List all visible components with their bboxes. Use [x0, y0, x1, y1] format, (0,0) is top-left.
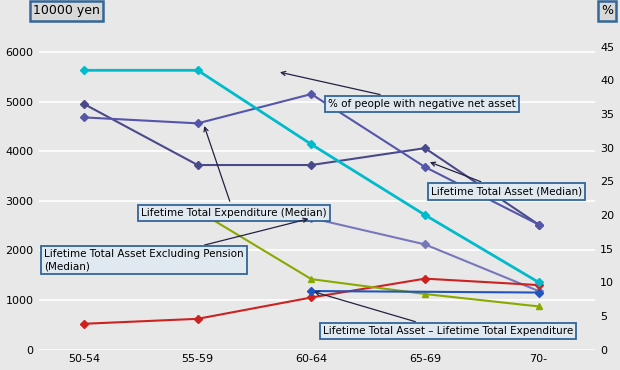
- Text: Lifetime Total Asset (Median): Lifetime Total Asset (Median): [431, 162, 582, 196]
- Text: % of people with negative net asset: % of people with negative net asset: [281, 71, 516, 109]
- Text: Lifetime Total Expenditure (Median): Lifetime Total Expenditure (Median): [141, 127, 327, 218]
- Text: Lifetime Total Asset – Lifetime Total Expenditure: Lifetime Total Asset – Lifetime Total Ex…: [316, 292, 573, 336]
- Text: %: %: [601, 4, 613, 17]
- Text: 10000 yen: 10000 yen: [33, 4, 100, 17]
- Text: Lifetime Total Asset Excluding Pension
(Median): Lifetime Total Asset Excluding Pension (…: [44, 218, 308, 271]
